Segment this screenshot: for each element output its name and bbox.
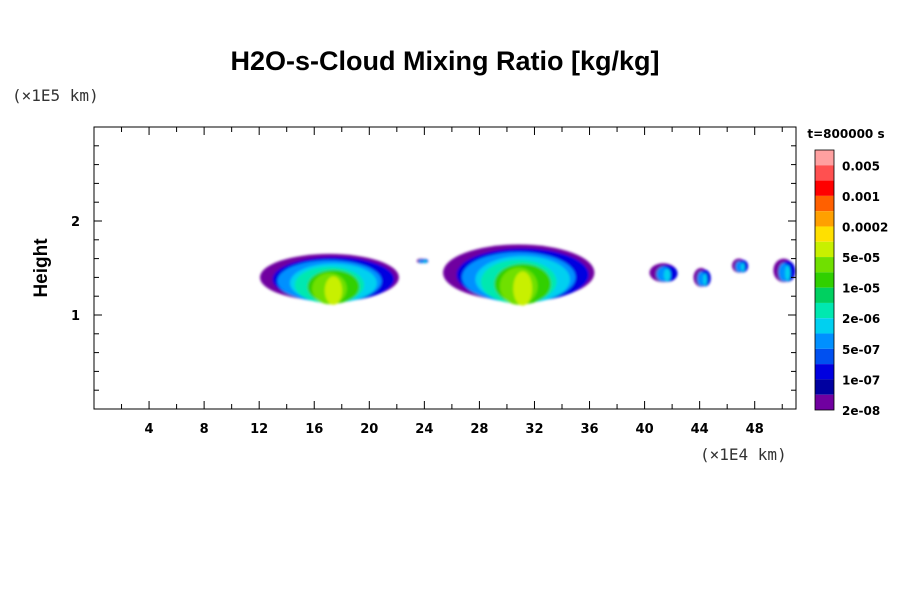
legend-swatch — [815, 348, 834, 365]
legend-swatch — [815, 379, 834, 395]
cloud-patch — [693, 268, 711, 287]
cloud-level — [663, 268, 671, 282]
legend-label: 2e-06 — [842, 312, 880, 326]
legend-swatch — [815, 302, 834, 319]
x-axis: 4 8 12 16 20 24 28 32 36 40 44 48 — [121, 127, 783, 437]
legend-swatch — [815, 165, 834, 181]
cloud-patch — [259, 253, 399, 305]
x-tick-label: 12 — [250, 422, 268, 437]
cloud-level — [735, 261, 743, 273]
legend-swatch — [815, 364, 834, 380]
x-tick-label: 48 — [746, 422, 764, 437]
cloud-level — [741, 262, 745, 273]
legend-swatch — [815, 257, 834, 273]
x-tick-label: 32 — [525, 422, 543, 437]
x-tick-label: 8 — [200, 422, 209, 437]
cloud-field — [259, 244, 796, 306]
cloud-level — [418, 259, 424, 264]
x-tick-label: 36 — [580, 422, 598, 437]
cloud-level — [423, 259, 427, 264]
x-tick-label: 16 — [305, 422, 323, 437]
legend-swatch — [815, 394, 834, 410]
x-tick-label: 28 — [470, 422, 488, 437]
cloud-level — [324, 276, 343, 305]
y-tick-label: 1 — [71, 309, 80, 324]
cloud-level — [785, 265, 791, 281]
x-scale-note: (×1E4 km) — [700, 445, 787, 464]
cloud-patch — [416, 258, 429, 264]
cloud-patch — [443, 244, 595, 306]
color-legend: t=800000 s 0.005 0.001 0.0002 5e-05 1e-05 2e-0… — [807, 127, 888, 418]
legend-swatch — [815, 211, 834, 227]
legend-label: 2e-08 — [842, 404, 880, 418]
legend-swatch — [815, 180, 834, 196]
legend-border — [814, 149, 835, 411]
cloud-level — [513, 271, 533, 306]
legend-time-label: t=800000 s — [807, 127, 884, 141]
legend-label: 5e-05 — [842, 251, 880, 265]
legend-swatch — [815, 150, 834, 166]
legend-swatch — [815, 226, 834, 242]
legend-swatch — [815, 272, 834, 288]
legend-label: 5e-07 — [842, 343, 880, 357]
x-tick-label: 44 — [691, 422, 709, 437]
cloud-patch — [773, 258, 796, 283]
cloud-patch — [649, 263, 678, 283]
y-tick-label: 2 — [71, 215, 80, 230]
legend-label: 1e-07 — [842, 373, 880, 387]
legend-label: 0.0002 — [842, 220, 888, 234]
legend-swatch — [815, 333, 834, 349]
cloud-level — [703, 273, 707, 286]
cloud-patch — [732, 258, 749, 273]
chart-title: H2O-s-Cloud Mixing Ratio [kg/kg] — [230, 46, 660, 76]
legend-swatch — [815, 241, 834, 258]
x-tick-label: 4 — [145, 422, 154, 437]
legend-label: 0.005 — [842, 159, 880, 173]
legend-swatch — [815, 318, 834, 334]
x-tick-label: 20 — [360, 422, 378, 437]
legend-label: 0.001 — [842, 190, 880, 204]
x-tick-label: 24 — [415, 422, 433, 437]
legend-swatch — [815, 287, 834, 303]
cloud-level — [697, 271, 705, 287]
plot-frame — [93, 126, 797, 410]
plot-border — [93, 126, 797, 410]
legend-label: 1e-05 — [842, 282, 880, 296]
legend-swatch — [815, 195, 834, 212]
x-tick-label: 40 — [636, 422, 654, 437]
y-scale-note: (×1E5 km) — [12, 86, 99, 105]
y-axis: 12 — [71, 145, 796, 391]
